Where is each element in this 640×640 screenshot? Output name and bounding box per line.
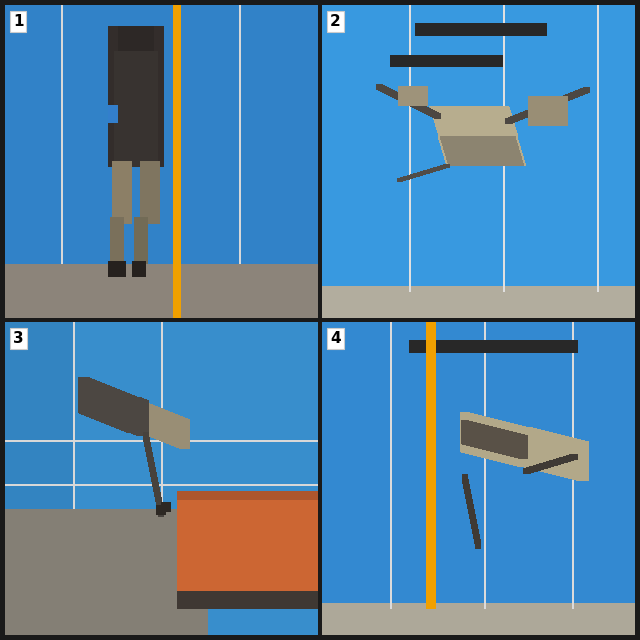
Text: 1: 1 <box>13 14 23 29</box>
Text: 2: 2 <box>330 14 340 29</box>
Text: 4: 4 <box>330 332 340 346</box>
Text: 3: 3 <box>13 332 24 346</box>
